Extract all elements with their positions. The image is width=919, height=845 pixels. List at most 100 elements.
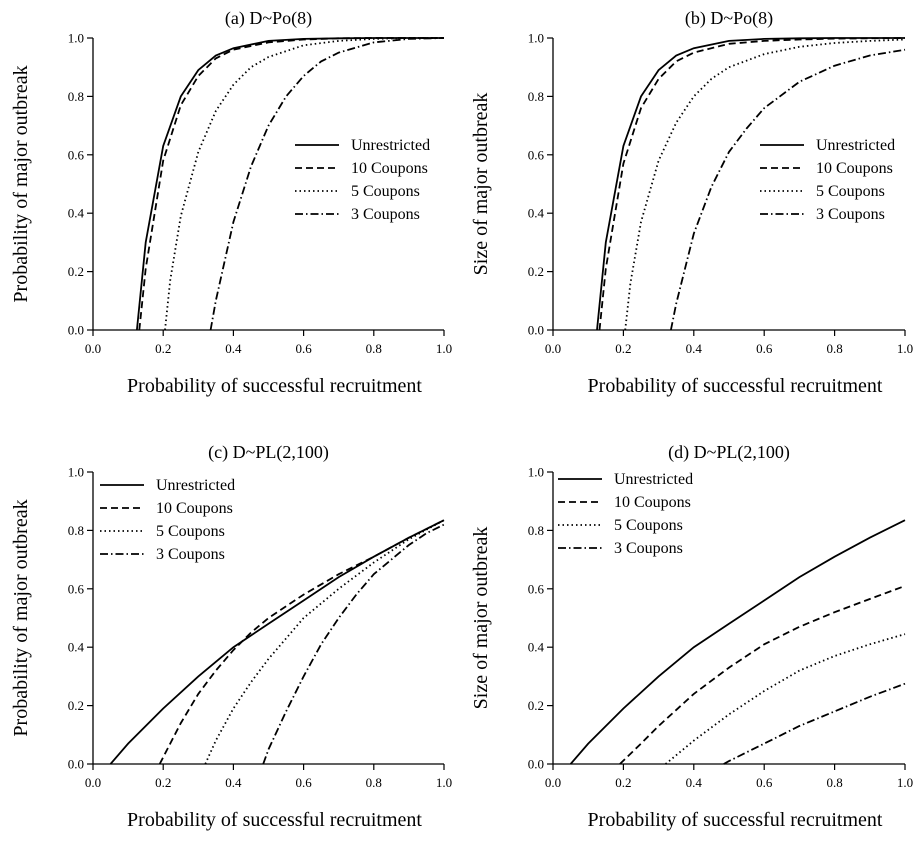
legend: Unrestricted 10 Coupons 5 Coupons 3 Coupons: [558, 471, 693, 557]
chart-title: (c) D~PL(2,100): [208, 442, 329, 463]
y-axis-label: Size of major outbreak: [470, 93, 492, 276]
y-tick-label: 0.8: [68, 523, 84, 538]
y-tick-label: 0.4: [528, 206, 545, 221]
x-tick-label: 0.8: [366, 341, 382, 356]
x-tick-label: 0.2: [615, 775, 631, 790]
legend-label: 3 Coupons: [816, 206, 885, 223]
series-line-10-coupons: [158, 519, 445, 765]
x-tick-label: 0.8: [826, 341, 842, 356]
y-tick-label: 0.0: [528, 323, 544, 338]
y-tick-label: 0.6: [528, 147, 545, 162]
x-tick-label: 0.4: [686, 341, 703, 356]
x-tick-label: 0.6: [295, 775, 312, 790]
chart-title: (d) D~PL(2,100): [668, 442, 790, 463]
legend-label: 5 Coupons: [351, 183, 420, 200]
x-tick-label: 0.6: [756, 775, 773, 790]
x-tick-label: 0.4: [225, 775, 242, 790]
x-tick-label: 0.0: [85, 775, 101, 790]
y-tick-label: 0.0: [528, 757, 544, 772]
y-tick-label: 0.2: [528, 264, 544, 279]
x-tick-label: 0.0: [85, 341, 101, 356]
x-tick-label: 1.0: [436, 341, 452, 356]
x-tick-label: 0.2: [155, 341, 171, 356]
x-tick-label: 0.6: [295, 341, 312, 356]
y-tick-label: 0.2: [528, 698, 544, 713]
x-axis-label: Probability of successful recruitment: [127, 375, 422, 397]
y-tick-label: 0.6: [68, 147, 85, 162]
y-axis-label: Probability of major outbreak: [10, 65, 32, 302]
x-tick-label: 1.0: [897, 341, 913, 356]
legend-label: 3 Coupons: [614, 540, 683, 557]
y-tick-label: 0.4: [68, 206, 85, 221]
chart-panel-4: 0.0 0.2 0.4 0.6 0.8 1.0 0.0 0.2 0.4 0.6 0.8 1.0 (d) …: [470, 442, 913, 831]
x-axis-label: Probability of successful recruitment: [588, 375, 883, 397]
series-line-3-coupons: [723, 682, 906, 765]
legend-label: Unrestricted: [351, 137, 430, 154]
x-tick-label: 0.0: [545, 341, 561, 356]
chart-panel-1: 0.0 0.2 0.4 0.6 0.8 1.0 0.0 0.2 0.4 0.6 0.8 1.0 (a) …: [10, 8, 452, 397]
legend: Unrestricted 10 Coupons 5 Coupons 3 Coupons: [100, 477, 235, 563]
y-tick-label: 1.0: [68, 31, 84, 46]
series-line-10-coupons: [619, 585, 906, 765]
legend-label: 10 Coupons: [614, 494, 691, 511]
x-tick-label: 0.4: [225, 341, 242, 356]
y-tick-label: 1.0: [68, 465, 84, 480]
legend-label: 10 Coupons: [816, 160, 893, 177]
x-tick-label: 0.4: [686, 775, 703, 790]
series-line-5-coupons: [624, 38, 906, 331]
y-tick-label: 0.2: [68, 264, 84, 279]
x-tick-label: 1.0: [436, 775, 452, 790]
x-tick-label: 0.2: [615, 341, 631, 356]
chart-panel-2: 0.0 0.2 0.4 0.6 0.8 1.0 0.0 0.2 0.4 0.6 0.8 1.0 (b) …: [470, 8, 913, 397]
x-axis-label: Probability of successful recruitment: [127, 809, 422, 831]
y-tick-label: 0.6: [68, 581, 85, 596]
y-tick-label: 1.0: [528, 465, 544, 480]
series-line-5-coupons: [665, 633, 906, 765]
legend-label: Unrestricted: [156, 477, 235, 494]
series-line-5-coupons: [164, 37, 444, 331]
y-tick-label: 0.0: [68, 757, 84, 772]
y-tick-label: 0.4: [68, 640, 85, 655]
legend-label: 3 Coupons: [351, 206, 420, 223]
series-line-10-coupons: [598, 37, 906, 331]
y-axis-label: Size of major outbreak: [470, 527, 492, 710]
y-tick-label: 0.8: [528, 523, 544, 538]
series-line-3-coupons: [209, 37, 445, 331]
y-tick-label: 0.4: [528, 640, 545, 655]
legend-label: 10 Coupons: [156, 500, 233, 517]
y-tick-label: 0.6: [528, 581, 545, 596]
y-tick-label: 0.0: [68, 323, 84, 338]
legend-label: 5 Coupons: [614, 517, 683, 534]
x-tick-label: 0.0: [545, 775, 561, 790]
legend: Unrestricted 10 Coupons 5 Coupons 3 Coupons: [760, 137, 895, 223]
series-line-3-coupons: [262, 523, 445, 765]
legend-label: Unrestricted: [614, 471, 693, 488]
x-axis-label: Probability of successful recruitment: [588, 809, 883, 831]
legend-label: Unrestricted: [816, 137, 895, 154]
series-line-5-coupons: [204, 519, 445, 765]
x-tick-label: 0.8: [826, 775, 842, 790]
series-line-3-coupons: [670, 48, 906, 331]
chart-title: (a) D~Po(8): [225, 8, 312, 29]
legend: Unrestricted 10 Coupons 5 Coupons 3 Coupons: [295, 137, 430, 223]
x-tick-label: 0.2: [155, 775, 171, 790]
y-axis-label: Probability of major outbreak: [10, 499, 32, 736]
legend-label: 5 Coupons: [816, 183, 885, 200]
chart-panel-3: 0.0 0.2 0.4 0.6 0.8 1.0 0.0 0.2 0.4 0.6 0.8 1.0 (c) …: [10, 442, 452, 831]
x-tick-label: 0.6: [756, 341, 773, 356]
y-tick-label: 0.2: [68, 698, 84, 713]
x-tick-label: 0.8: [366, 775, 382, 790]
y-tick-label: 0.8: [68, 89, 84, 104]
y-tick-label: 1.0: [528, 31, 544, 46]
legend-label: 3 Coupons: [156, 546, 225, 563]
series-line-10-coupons: [138, 37, 444, 331]
x-tick-label: 1.0: [897, 775, 913, 790]
series-line-unrestricted: [596, 37, 905, 331]
y-tick-label: 0.8: [528, 89, 544, 104]
series-line-unrestricted: [569, 519, 906, 765]
chart-title: (b) D~Po(8): [685, 8, 773, 29]
legend-label: 10 Coupons: [351, 160, 428, 177]
legend-label: 5 Coupons: [156, 523, 225, 540]
